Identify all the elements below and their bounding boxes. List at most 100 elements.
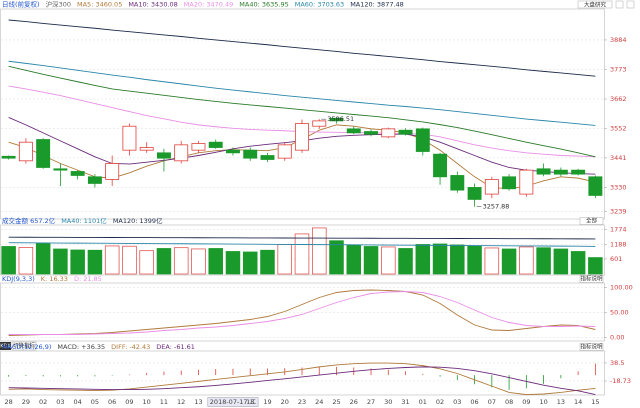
x-tick-label: 23 bbox=[298, 398, 306, 406]
x-tick-label: 20 bbox=[281, 398, 289, 406]
candle-body bbox=[295, 123, 309, 151]
y-tick-label: 601 bbox=[610, 255, 622, 263]
panel-title: MACD(12,26,9) bbox=[2, 343, 51, 351]
x-tick-label: 24 bbox=[315, 398, 323, 406]
legend-entry: DEA: -61.61 bbox=[156, 343, 195, 351]
volume-bar bbox=[260, 249, 275, 275]
icon-button[interactable] bbox=[626, 0, 635, 9]
selected-date-box bbox=[207, 397, 259, 407]
candle-body bbox=[329, 117, 344, 122]
volume-bar bbox=[156, 248, 172, 275]
y-tick-label: -18.73 bbox=[610, 377, 631, 385]
volume-bar bbox=[87, 249, 103, 275]
panel-subtitle: 沪深300 bbox=[46, 0, 71, 9]
ma-line bbox=[8, 65, 596, 158]
y-tick-label: 0.00 bbox=[610, 334, 624, 342]
indicator-button-label[interactable]: 全部 bbox=[586, 217, 598, 225]
volume-bar bbox=[381, 246, 396, 275]
x-tick-label: 05 bbox=[91, 398, 99, 406]
kdx-tab-label[interactable]: KDX bbox=[0, 344, 11, 350]
x-tick-label: 06 bbox=[470, 398, 478, 406]
ma-line bbox=[8, 236, 596, 240]
candle-body bbox=[191, 143, 206, 151]
legend-entry: MA40: 1101亿 bbox=[61, 216, 107, 225]
candle-body bbox=[312, 120, 327, 127]
volume-bar bbox=[553, 248, 569, 275]
candle-body bbox=[415, 128, 430, 152]
x-tick-label: 10 bbox=[143, 398, 151, 406]
volume-bar bbox=[415, 244, 431, 275]
candle-body bbox=[174, 144, 189, 162]
candle-body bbox=[226, 149, 240, 154]
x-tick-label: 14 bbox=[574, 398, 582, 406]
volume-bar bbox=[294, 233, 310, 275]
volume-bar bbox=[104, 245, 120, 275]
x-tick-label: 04 bbox=[74, 398, 82, 406]
volume-bar bbox=[70, 249, 85, 275]
indicator-button[interactable] bbox=[579, 275, 604, 283]
candle-body bbox=[139, 147, 154, 151]
x-tick-label: 08 bbox=[505, 398, 513, 406]
volume-bar bbox=[139, 250, 154, 275]
volume-bar bbox=[450, 244, 465, 275]
panel-title: KDJ(9,3,3) bbox=[2, 275, 35, 283]
volume-bar bbox=[484, 247, 500, 275]
y-tick-label: 3441 bbox=[610, 154, 627, 162]
panel-title: 日线(前复权) bbox=[2, 0, 40, 9]
candle-body bbox=[122, 125, 137, 151]
x-tick-label: 25 bbox=[332, 398, 340, 406]
research-button[interactable] bbox=[577, 0, 613, 9]
legend-entry: MA20: 3470.49 bbox=[184, 1, 233, 9]
ma-line bbox=[8, 242, 596, 247]
volume-bar bbox=[18, 247, 34, 275]
x-tick-label: 29 bbox=[22, 398, 30, 406]
volume-bar bbox=[35, 243, 51, 275]
candle-body bbox=[277, 144, 292, 159]
x-tick-label: 15 bbox=[591, 398, 599, 406]
panel-title: 成交金额 657.2亿 bbox=[2, 216, 56, 225]
icon-button[interactable] bbox=[615, 0, 624, 9]
y-tick-label: 3662 bbox=[610, 95, 627, 103]
research-label[interactable]: 大盘研究 bbox=[584, 0, 607, 8]
switch-tab-label[interactable]: 切换指标 bbox=[13, 342, 36, 350]
x-tick-label: 01 bbox=[419, 398, 427, 406]
volume-bar bbox=[312, 227, 327, 275]
candle-body bbox=[87, 176, 102, 184]
volume-bar bbox=[519, 246, 534, 275]
candle-body bbox=[156, 152, 171, 159]
ma-line bbox=[8, 362, 596, 396]
legend-entry: MACD: +36.35 bbox=[57, 343, 105, 351]
x-tick-label: 31 bbox=[401, 398, 409, 406]
indicator-button[interactable] bbox=[579, 343, 604, 351]
indicator-button-label[interactable]: 指标说明 bbox=[580, 343, 603, 351]
y-tick-label: 50.00 bbox=[610, 309, 629, 317]
legend-entry: MA5: 3460.05 bbox=[77, 1, 122, 9]
y-tick-label: 3239 bbox=[610, 208, 627, 216]
legend-entry: MA60: 3703.63 bbox=[295, 1, 344, 9]
candle-body bbox=[588, 176, 603, 196]
volume-bar bbox=[432, 243, 448, 275]
ma-line bbox=[8, 366, 596, 395]
candle-body bbox=[381, 128, 396, 138]
candle-body bbox=[53, 168, 68, 171]
candle-body bbox=[571, 169, 586, 175]
x-tick-label: 26 bbox=[350, 398, 358, 406]
volume-bar bbox=[242, 251, 258, 275]
legend-entry: K: 16.33 bbox=[41, 275, 68, 283]
volume-bar bbox=[346, 244, 362, 275]
kdj-panel bbox=[0, 282, 605, 342]
switch-tab[interactable] bbox=[11, 341, 37, 351]
legend-entry: DIFF: -42.43 bbox=[111, 343, 150, 351]
annotation: 3586.51 bbox=[327, 115, 354, 123]
y-tick-label: 3773 bbox=[610, 66, 627, 74]
volume-bar bbox=[398, 248, 413, 275]
x-tick-label: 09 bbox=[522, 398, 530, 406]
indicator-button[interactable] bbox=[579, 217, 604, 225]
kdx-tab[interactable] bbox=[0, 342, 11, 350]
x-tick-label: 09 bbox=[125, 398, 133, 406]
y-tick-label: 1774 bbox=[610, 226, 627, 234]
legend-entry: D: 21.85 bbox=[74, 275, 102, 283]
indicator-button-label[interactable]: 指标说明 bbox=[580, 275, 603, 283]
legend-entry: MA120: 1399亿 bbox=[113, 216, 163, 225]
